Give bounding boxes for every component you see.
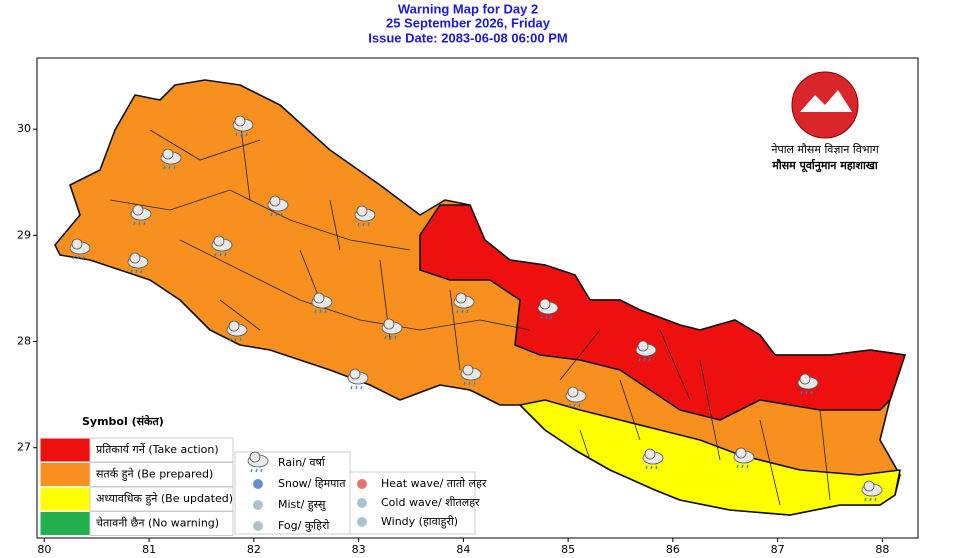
title-line: Warning Map for Day 2 bbox=[398, 1, 538, 16]
y-tick-label: 28 bbox=[17, 335, 31, 348]
legend-label: चेतावनी छैन (No warning) bbox=[96, 517, 219, 530]
legend-title: Symbol (संकेत) bbox=[82, 414, 164, 428]
x-tick-label: 84 bbox=[456, 543, 470, 556]
axes: 80 81 82 83 84 85 86 87 88 27 28 29 30 bbox=[17, 122, 889, 556]
symbol-icon bbox=[253, 479, 263, 489]
x-tick-label: 87 bbox=[771, 543, 785, 556]
y-tick-label: 29 bbox=[17, 228, 31, 241]
legend-swatch bbox=[39, 437, 91, 463]
symbol-label: Rain/ वर्षा bbox=[278, 456, 326, 469]
legend-label: सतर्क हुने (Be prepared) bbox=[96, 468, 213, 482]
x-tick-label: 82 bbox=[247, 543, 261, 556]
emblem-text: मौसम पूर्वानुमान महाशाखा bbox=[771, 158, 879, 173]
legend-swatch bbox=[39, 462, 91, 487]
title-line: Issue Date: 2083-06-08 06:00 PM bbox=[368, 30, 567, 45]
symbol-icon bbox=[357, 498, 367, 508]
legend-label: प्रतिकार्य गर्ने (Take action) bbox=[96, 443, 219, 456]
legend-label: अध्यावधिक हुने (Be updated) bbox=[96, 492, 233, 506]
x-tick-label: 81 bbox=[142, 543, 156, 556]
symbol-label: Mist/ हुस्सु bbox=[278, 498, 326, 512]
legend-cell bbox=[89, 511, 234, 536]
symbol-icon bbox=[253, 500, 263, 510]
y-tick-label: 30 bbox=[17, 122, 31, 135]
symbol-label: Cold wave/ शीतलहर bbox=[381, 496, 480, 509]
legend-swatch bbox=[39, 486, 91, 512]
x-tick-label: 85 bbox=[561, 543, 575, 556]
y-tick-label: 27 bbox=[17, 441, 31, 454]
symbol-icon bbox=[357, 479, 367, 489]
region-take-action bbox=[419, 204, 906, 421]
symbol-icon bbox=[357, 517, 367, 527]
symbol-label: Windy (हावाहुरी) bbox=[381, 515, 458, 529]
emblem-mountains bbox=[800, 90, 852, 112]
legend: प्रतिकार्य गर्ने (Take action) सतर्क हुने… bbox=[39, 437, 487, 536]
legend-swatch bbox=[39, 511, 91, 536]
legend-cell bbox=[89, 437, 234, 463]
district-borders bbox=[109, 119, 831, 506]
symbol-box bbox=[349, 471, 476, 535]
x-tick-label: 88 bbox=[875, 543, 889, 556]
symbol-icon bbox=[253, 521, 263, 531]
x-tick-label: 80 bbox=[37, 543, 51, 556]
x-tick-label: 86 bbox=[666, 543, 680, 556]
symbol-label: Fog/ कुहिरो bbox=[278, 519, 329, 532]
emblem-text: नेपाल मौसम विज्ञान विभाग bbox=[771, 143, 879, 156]
region-be-updated bbox=[519, 399, 901, 516]
symbol-label: Snow/ हिमपात bbox=[278, 477, 346, 490]
legend-cell bbox=[89, 462, 234, 487]
title-line: 25 September 2026, Friday bbox=[386, 15, 551, 30]
x-tick-label: 83 bbox=[352, 543, 366, 556]
symbol-label: Heat wave/ तातो लहर bbox=[381, 477, 487, 490]
